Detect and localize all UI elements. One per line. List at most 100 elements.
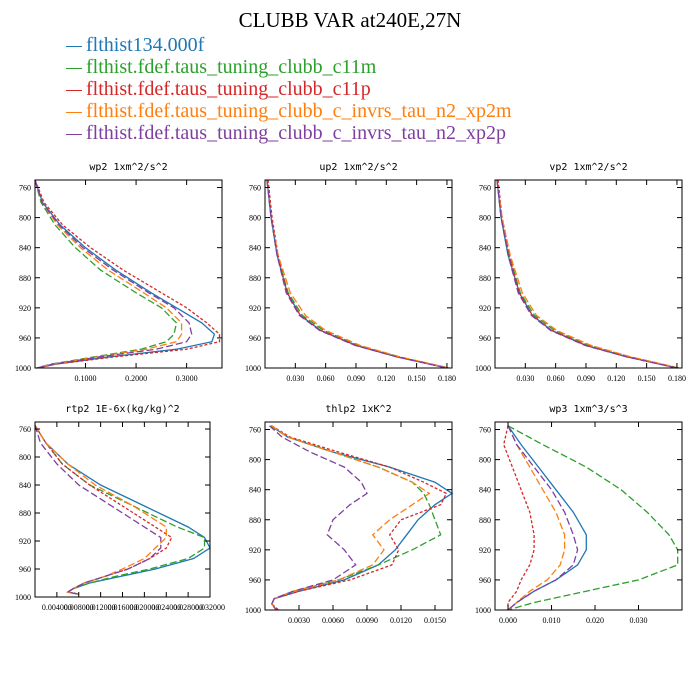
y-tick-label: 760: [479, 184, 491, 193]
y-tick-label: 1000: [475, 606, 491, 615]
series-line: [266, 179, 448, 369]
x-tick-label: 0.180: [438, 374, 456, 383]
x-tick-label: 0.020: [586, 616, 604, 625]
x-tick-label: 0.0090: [356, 616, 378, 625]
figure-title: CLUBB VAR at240E,27N: [238, 8, 462, 32]
y-tick-label: 880: [249, 516, 261, 525]
x-tick-label: 0.010: [543, 616, 561, 625]
plot-frame: [34, 179, 223, 369]
series-line: [496, 179, 680, 369]
series-line: [507, 425, 679, 611]
y-tick-label: 840: [249, 486, 261, 495]
x-tick-label: 0.3000: [176, 374, 198, 383]
y-tick-label: 1000: [15, 364, 31, 373]
panel-title: up2 1xm^2/s^2: [319, 162, 397, 173]
chart-panel: rtp2 1E-6x(kg/kg)^2 760 800 840 880 920 960 100…: [15, 404, 225, 612]
series-line: [34, 179, 178, 369]
y-tick-label: 760: [249, 184, 261, 193]
series-line: [34, 179, 193, 369]
y-tick-label: 800: [249, 214, 261, 223]
panel-title: vp2 1xm^2/s^2: [549, 162, 627, 173]
panel-title: wp2 1xm^2/s^2: [89, 162, 167, 173]
legend-entry: flthist.fdef.taus_tuning_clubb_c11p: [66, 78, 512, 100]
y-tick-label: 800: [19, 453, 31, 462]
y-tick-label: 880: [479, 516, 491, 525]
series-line: [507, 425, 579, 611]
x-tick-label: 0.150: [408, 374, 426, 383]
x-tick-label: 0.2000: [125, 374, 147, 383]
series-line: [266, 179, 450, 369]
x-tick-label: 0.012000: [86, 603, 116, 612]
plot-frame: [494, 421, 683, 611]
series-line: [267, 179, 448, 369]
x-tick-label: 0.090: [347, 374, 365, 383]
x-tick-label: 0.0120: [390, 616, 412, 625]
legend-swatch: [66, 133, 82, 135]
y-tick-label: 920: [479, 304, 491, 313]
series-line: [271, 425, 448, 611]
y-tick-label: 800: [19, 214, 31, 223]
panel-title: wp3 1xm^3/s^3: [549, 404, 627, 415]
y-tick-label: 760: [19, 425, 31, 434]
legend-label: flthist134.000f: [86, 34, 205, 56]
y-tick-label: 840: [19, 481, 31, 490]
y-tick-label: 960: [249, 334, 261, 343]
series-line: [34, 425, 162, 595]
y-tick-label: 800: [479, 214, 491, 223]
x-tick-label: 0.180: [668, 374, 686, 383]
legend-label: flthist.fdef.taus_tuning_clubb_c11m: [86, 56, 377, 78]
x-tick-label: 0.032000: [195, 603, 225, 612]
y-tick-label: 840: [249, 244, 261, 253]
y-tick-label: 920: [19, 304, 31, 313]
plot-frame: [264, 421, 453, 611]
x-tick-label: 0.0060: [322, 616, 344, 625]
legend-entry: flthist.fdef.taus_tuning_clubb_c11m: [66, 56, 512, 78]
series-line: [34, 179, 221, 369]
y-tick-label: 800: [249, 456, 261, 465]
series-line: [34, 425, 167, 595]
y-tick-label: 920: [19, 537, 31, 546]
series-line: [497, 179, 678, 369]
series-line: [266, 179, 448, 369]
series-line: [496, 179, 680, 369]
plot-frame: [264, 179, 453, 369]
y-tick-label: 840: [479, 244, 491, 253]
y-tick-label: 960: [479, 334, 491, 343]
y-tick-label: 800: [479, 456, 491, 465]
series-line: [34, 425, 173, 595]
x-tick-label: 0.004000: [42, 603, 72, 612]
y-tick-label: 920: [249, 304, 261, 313]
x-tick-label: 0.120: [377, 374, 395, 383]
legend-entry: flthist.fdef.taus_tuning_clubb_c_invrs_t…: [66, 100, 512, 122]
x-tick-label: 0.008000: [64, 603, 94, 612]
x-tick-label: 0.060: [317, 374, 335, 383]
legend-swatch: [66, 45, 82, 47]
y-tick-label: 1000: [15, 593, 31, 602]
x-tick-label: 0.150: [638, 374, 656, 383]
series-line: [269, 425, 368, 611]
x-tick-label: 0.020000: [129, 603, 159, 612]
y-tick-label: 840: [479, 486, 491, 495]
y-tick-label: 880: [19, 509, 31, 518]
series-line: [507, 425, 566, 611]
y-tick-label: 880: [19, 274, 31, 283]
legend-entry: flthist.fdef.taus_tuning_clubb_c_invrs_t…: [66, 122, 512, 144]
legend-swatch: [66, 67, 82, 69]
y-tick-label: 1000: [245, 606, 261, 615]
y-tick-label: 880: [249, 274, 261, 283]
plot-frame: [494, 179, 683, 369]
legend-label: flthist.fdef.taus_tuning_clubb_c11p: [86, 78, 371, 100]
x-tick-label: 0.1000: [75, 374, 97, 383]
y-tick-label: 920: [249, 546, 261, 555]
x-tick-label: 0.000: [499, 616, 517, 625]
legend-label: flthist.fdef.taus_tuning_clubb_c_invrs_t…: [86, 100, 512, 122]
y-tick-label: 1000: [475, 364, 491, 373]
x-tick-label: 0.028000: [173, 603, 203, 612]
chart-panel: vp2 1xm^2/s^2 760 800 840 880 920 960 1000 0.030…: [475, 162, 686, 383]
y-tick-label: 960: [249, 576, 261, 585]
x-tick-label: 0.030: [286, 374, 304, 383]
chart-panel: wp3 1xm^3/s^3 760 800 840 880 920 960 1000 0.000…: [475, 404, 683, 625]
x-tick-label: 0.060: [547, 374, 565, 383]
